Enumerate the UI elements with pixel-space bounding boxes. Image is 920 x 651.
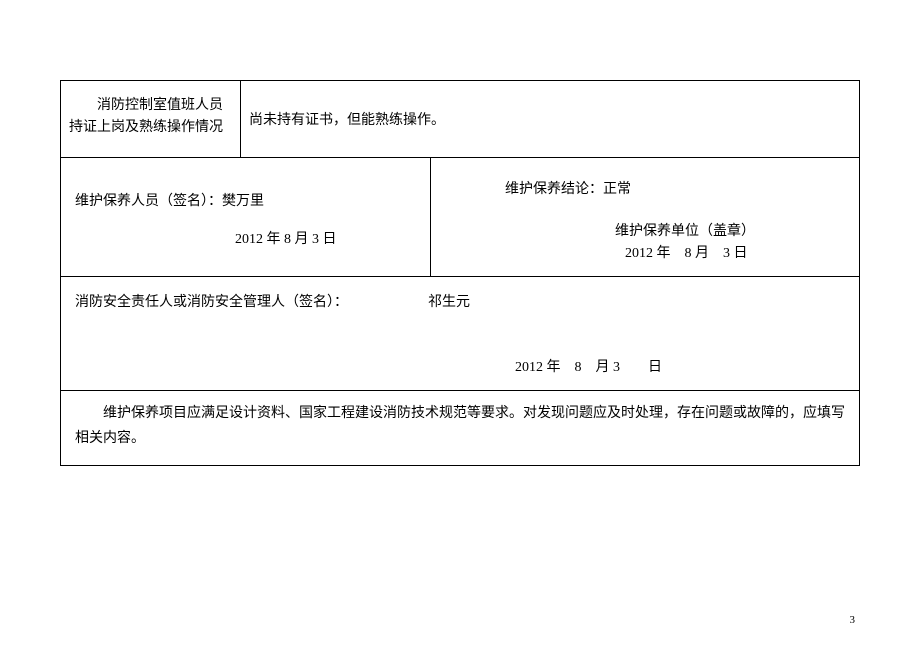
safety-manager-date: 2012 年 8 月 3 日 — [75, 356, 845, 376]
row-maintenance: 维护保养人员（签名）：樊万里 2012 年 8 月 3 日 维护保养结论：正常 … — [61, 158, 859, 277]
maintenance-personnel-cell: 维护保养人员（签名）：樊万里 2012 年 8 月 3 日 — [61, 158, 431, 276]
control-room-label: 消防控制室值班人员持证上岗及熟练操作情况 — [61, 81, 241, 157]
control-room-content: 尚未持有证书，但能熟练操作。 — [241, 81, 859, 157]
row-control-room: 消防控制室值班人员持证上岗及熟练操作情况 尚未持有证书，但能熟练操作。 — [61, 81, 859, 158]
safety-manager-name: 祁生元 — [348, 291, 470, 311]
row-note: 维护保养项目应满足设计资料、国家工程建设消防技术规范等要求。对发现问题应及时处理… — [61, 391, 859, 465]
form-table: 消防控制室值班人员持证上岗及熟练操作情况 尚未持有证书，但能熟练操作。 维护保养… — [60, 80, 860, 466]
maintenance-unit-stamp: 维护保养单位（盖章） — [445, 220, 845, 240]
maintenance-personnel-date: 2012 年 8 月 3 日 — [75, 228, 416, 248]
maintenance-conclusion: 维护保养结论：正常 — [445, 178, 845, 198]
maintenance-personnel-signature: 维护保养人员（签名）：樊万里 — [75, 190, 416, 210]
page-number: 3 — [850, 614, 856, 626]
maintenance-unit-date: 2012 年 8 月 3 日 — [445, 242, 845, 262]
safety-manager-label: 消防安全责任人或消防安全管理人（签名）： — [75, 291, 348, 311]
row-safety-manager: 消防安全责任人或消防安全管理人（签名）： 祁生元 2012 年 8 月 3 日 — [61, 277, 859, 391]
maintenance-conclusion-cell: 维护保养结论：正常 维护保养单位（盖章） 2012 年 8 月 3 日 — [431, 158, 859, 276]
